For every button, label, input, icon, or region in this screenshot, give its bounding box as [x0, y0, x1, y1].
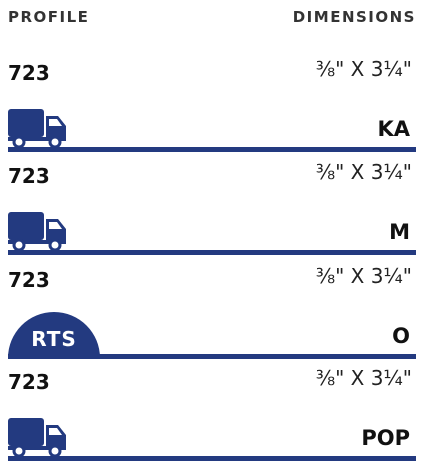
code: POP	[361, 426, 410, 450]
code: O	[392, 324, 410, 348]
dimensions: ⅜" X 3¼"	[315, 160, 412, 184]
profile-header: PROFILE	[8, 8, 90, 26]
profile: 723	[8, 370, 50, 394]
divider	[8, 354, 416, 359]
row: 723 ⅜" X 3¼" M	[0, 156, 424, 256]
row: 723 ⅜" X 3¼" KA	[0, 53, 424, 153]
row: 723 ⅜" X 3¼" RTS O	[0, 260, 424, 360]
divider	[8, 250, 416, 255]
dimensions-header: DIMENSIONS	[292, 8, 416, 26]
profile: 723	[8, 164, 50, 188]
truck-icon	[8, 210, 68, 256]
dimensions: ⅜" X 3¼"	[315, 264, 412, 288]
dimensions: ⅜" X 3¼"	[315, 366, 412, 390]
code: M	[389, 220, 410, 244]
profile: 723	[8, 268, 50, 292]
row: 723 ⅜" X 3¼" POP	[0, 362, 424, 462]
divider	[8, 147, 416, 152]
divider	[8, 456, 416, 461]
badge: RTS	[8, 312, 100, 358]
profile: 723	[8, 61, 50, 85]
code: KA	[377, 117, 410, 141]
dimensions: ⅜" X 3¼"	[315, 57, 412, 81]
